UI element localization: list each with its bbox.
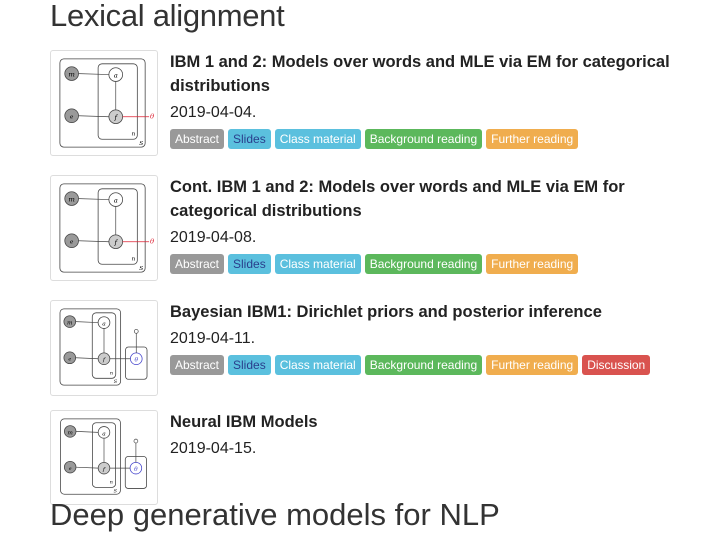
svg-text:n: n (131, 131, 135, 137)
section-title: Lexical alignment (50, 0, 285, 33)
plate-diagram: m e a f θ n S (59, 58, 154, 148)
lecture-item: m e a f θ n S Bayesian IBM1: Dirichlet p… (50, 300, 720, 396)
svg-text:θ: θ (134, 467, 138, 473)
lecture-labels: Abstract Slides Class material Backgroun… (170, 254, 710, 274)
abstract-button[interactable]: Abstract (170, 129, 225, 149)
svg-text:a: a (114, 197, 118, 205)
svg-text:θ: θ (135, 358, 139, 364)
abstract-button[interactable]: Abstract (170, 355, 225, 375)
graphical-model-thumbnail: m e a f θ n S (50, 410, 158, 505)
svg-text:e: e (68, 357, 71, 363)
lecture-date: 2019-04-11. (170, 330, 256, 347)
further-reading-button[interactable]: Further reading (486, 129, 579, 149)
svg-text:n: n (131, 256, 135, 262)
class-material-button[interactable]: Class material (274, 355, 361, 375)
svg-text:a: a (102, 431, 106, 437)
svg-text:m: m (67, 321, 73, 327)
svg-text:n: n (110, 370, 113, 376)
svg-text:θ: θ (150, 113, 154, 121)
svg-text:S: S (139, 266, 143, 272)
svg-text:e: e (69, 467, 72, 472)
lecture-title[interactable]: IBM 1 and 2: Models over words and MLE v… (170, 53, 670, 95)
background-reading-button[interactable]: Background reading (364, 129, 483, 149)
svg-text:S: S (114, 488, 118, 494)
lecture-labels: Abstract Slides Class material Backgroun… (170, 355, 710, 375)
lecture-title[interactable]: Cont. IBM 1 and 2: Models over words and… (170, 178, 625, 220)
slides-button[interactable]: Slides (228, 355, 271, 375)
lecture-date: 2019-04-15. (170, 440, 257, 457)
slides-button[interactable]: Slides (228, 254, 271, 274)
svg-text:n: n (110, 481, 113, 486)
lecture-item: m e a f θ n S Neural IBM Models 2019-04-… (50, 410, 720, 505)
further-reading-button[interactable]: Further reading (486, 254, 579, 274)
lecture-title[interactable]: Bayesian IBM1: Dirichlet priors and post… (170, 303, 602, 321)
svg-text:m: m (68, 196, 75, 204)
graphical-model-thumbnail: m e a f θ n S (50, 300, 158, 396)
plate-diagram: m e a f θ n S (59, 183, 154, 273)
svg-text:f: f (113, 239, 118, 247)
svg-text:f: f (102, 467, 106, 473)
further-reading-button[interactable]: Further reading (486, 355, 579, 375)
plate-diagram: m e a f θ n S (60, 418, 147, 495)
svg-text:m: m (67, 430, 73, 436)
background-reading-button[interactable]: Background reading (364, 355, 483, 375)
lecture-item: m e a f θ n S Cont. IBM 1 and 2: Models … (50, 175, 720, 285)
graphical-model-thumbnail: m e a f θ n S (50, 50, 158, 156)
svg-text:e: e (70, 115, 74, 121)
svg-text:a: a (102, 322, 106, 328)
graphical-model-thumbnail: m e a f θ n S (50, 175, 158, 281)
slides-button[interactable]: Slides (228, 129, 271, 149)
next-section-title: Deep generative models for NLP (50, 497, 500, 532)
discussion-button[interactable]: Discussion (582, 355, 651, 375)
class-material-button[interactable]: Class material (274, 254, 361, 274)
svg-text:θ: θ (150, 238, 154, 246)
svg-text:f: f (102, 358, 107, 364)
svg-text:a: a (114, 72, 118, 80)
class-material-button[interactable]: Class material (274, 129, 361, 149)
lecture-date: 2019-04-04. (170, 104, 257, 121)
svg-text:f: f (113, 114, 118, 122)
background-reading-button[interactable]: Background reading (364, 254, 483, 274)
lecture-date: 2019-04-08. (170, 229, 257, 246)
svg-text:m: m (68, 71, 75, 79)
plate-diagram: m e a f θ n S (59, 308, 148, 386)
abstract-button[interactable]: Abstract (170, 254, 225, 274)
lecture-title[interactable]: Neural IBM Models (170, 413, 318, 431)
lecture-labels: Abstract Slides Class material Backgroun… (170, 129, 710, 149)
svg-text:S: S (114, 379, 118, 385)
svg-text:e: e (70, 240, 74, 246)
svg-text:S: S (139, 141, 143, 147)
lecture-item: m e a f θ n S IBM 1 and 2: Models over w… (50, 50, 720, 160)
